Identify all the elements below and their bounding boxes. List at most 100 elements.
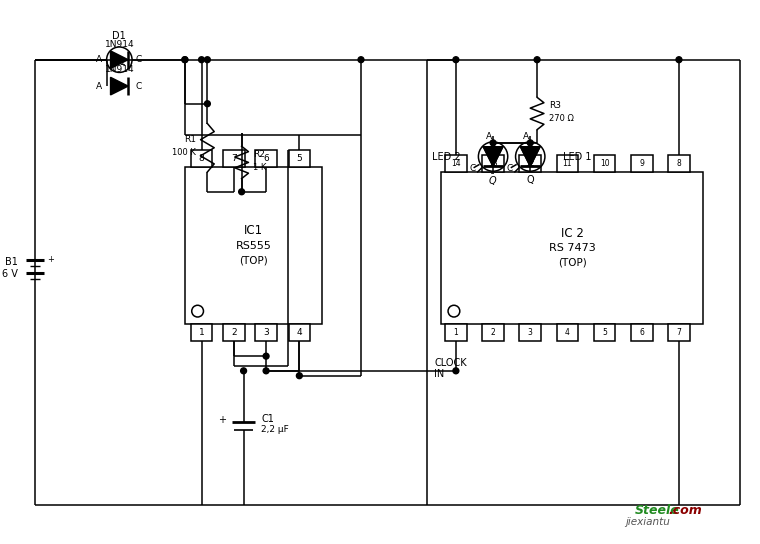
Text: IC1: IC1 bbox=[244, 225, 263, 237]
Text: 5: 5 bbox=[602, 328, 607, 337]
Bar bbox=[223, 150, 245, 168]
Text: R3: R3 bbox=[549, 101, 561, 110]
Text: 11: 11 bbox=[562, 159, 572, 168]
Polygon shape bbox=[110, 77, 128, 95]
Text: 270 Ω: 270 Ω bbox=[549, 114, 574, 123]
Text: C1: C1 bbox=[261, 414, 274, 424]
Text: (TOP): (TOP) bbox=[239, 255, 268, 265]
Text: D1: D1 bbox=[112, 31, 126, 41]
Text: 100 K: 100 K bbox=[172, 148, 195, 157]
Circle shape bbox=[263, 368, 269, 374]
Text: jiexiantu: jiexiantu bbox=[625, 517, 670, 528]
Circle shape bbox=[241, 368, 246, 374]
Circle shape bbox=[296, 373, 302, 379]
Bar bbox=[483, 154, 504, 172]
Bar bbox=[668, 154, 690, 172]
Text: C: C bbox=[136, 82, 142, 91]
Bar bbox=[191, 324, 212, 342]
Text: RS555: RS555 bbox=[236, 240, 271, 251]
Text: 6: 6 bbox=[639, 328, 644, 337]
Circle shape bbox=[263, 353, 269, 359]
Text: IN: IN bbox=[435, 369, 445, 379]
Text: 2: 2 bbox=[231, 328, 236, 337]
Text: CLOCK: CLOCK bbox=[435, 358, 467, 368]
Text: 1N914: 1N914 bbox=[105, 65, 135, 74]
Circle shape bbox=[534, 57, 540, 63]
Bar bbox=[445, 324, 467, 342]
Text: LED 2: LED 2 bbox=[432, 152, 461, 162]
Circle shape bbox=[239, 189, 245, 195]
Text: A: A bbox=[96, 82, 102, 91]
Polygon shape bbox=[483, 147, 503, 166]
Text: D1: D1 bbox=[112, 57, 126, 67]
Text: $\bar{Q}$: $\bar{Q}$ bbox=[489, 172, 498, 188]
Circle shape bbox=[527, 140, 534, 146]
Text: 13: 13 bbox=[488, 159, 498, 168]
Text: 2: 2 bbox=[491, 328, 496, 337]
Text: 4: 4 bbox=[565, 328, 570, 337]
Bar bbox=[255, 150, 277, 168]
Text: 1 K: 1 K bbox=[253, 163, 267, 172]
Circle shape bbox=[182, 57, 188, 63]
Text: A: A bbox=[96, 55, 102, 64]
Text: 5: 5 bbox=[296, 154, 302, 163]
Bar bbox=[223, 324, 245, 342]
Circle shape bbox=[453, 368, 459, 374]
Circle shape bbox=[490, 140, 496, 146]
Bar bbox=[594, 154, 616, 172]
Bar bbox=[191, 150, 212, 168]
Polygon shape bbox=[521, 147, 540, 166]
Bar bbox=[483, 324, 504, 342]
Text: 3: 3 bbox=[527, 328, 533, 337]
Bar bbox=[668, 324, 690, 342]
Bar bbox=[556, 154, 578, 172]
Text: A: A bbox=[486, 132, 492, 140]
Text: Q: Q bbox=[527, 175, 534, 185]
Bar bbox=[631, 154, 653, 172]
Circle shape bbox=[204, 57, 211, 63]
Text: 8: 8 bbox=[198, 154, 204, 163]
Bar bbox=[556, 324, 578, 342]
Text: R1: R1 bbox=[184, 135, 195, 144]
Bar bbox=[631, 324, 653, 342]
Text: 1: 1 bbox=[454, 328, 458, 337]
Text: C: C bbox=[469, 164, 476, 173]
Text: 9: 9 bbox=[639, 159, 644, 168]
Text: +: + bbox=[218, 415, 226, 425]
Text: 4: 4 bbox=[296, 328, 302, 337]
Text: Steele: Steele bbox=[635, 504, 679, 517]
Text: (TOP): (TOP) bbox=[558, 258, 587, 268]
Text: 2,2 μF: 2,2 μF bbox=[261, 425, 289, 434]
Polygon shape bbox=[110, 51, 128, 69]
Text: R2: R2 bbox=[253, 150, 265, 159]
Bar bbox=[442, 172, 704, 324]
Text: 6: 6 bbox=[263, 154, 269, 163]
Bar bbox=[445, 154, 467, 172]
Text: A: A bbox=[524, 132, 530, 140]
Text: C: C bbox=[506, 164, 513, 173]
Text: B1: B1 bbox=[5, 257, 17, 267]
Text: C: C bbox=[136, 55, 142, 64]
Bar bbox=[289, 324, 310, 342]
Text: 1N914: 1N914 bbox=[105, 40, 135, 48]
Text: RS 7473: RS 7473 bbox=[549, 243, 596, 253]
Text: 8: 8 bbox=[676, 159, 681, 168]
Text: 6 V: 6 V bbox=[2, 269, 17, 279]
Text: 7: 7 bbox=[231, 154, 236, 163]
Bar bbox=[520, 324, 541, 342]
Text: LED 1: LED 1 bbox=[562, 152, 591, 162]
Circle shape bbox=[676, 57, 682, 63]
Bar bbox=[520, 154, 541, 172]
Text: 1: 1 bbox=[198, 328, 204, 337]
Text: 14: 14 bbox=[451, 159, 461, 168]
Text: 12: 12 bbox=[525, 159, 535, 168]
Text: +: + bbox=[47, 255, 54, 264]
Bar bbox=[289, 150, 310, 168]
Text: 10: 10 bbox=[600, 159, 610, 168]
Circle shape bbox=[198, 57, 204, 63]
Text: IC 2: IC 2 bbox=[561, 227, 584, 240]
Circle shape bbox=[453, 57, 459, 63]
Bar bbox=[594, 324, 616, 342]
Bar bbox=[255, 324, 277, 342]
Text: 3: 3 bbox=[263, 328, 269, 337]
